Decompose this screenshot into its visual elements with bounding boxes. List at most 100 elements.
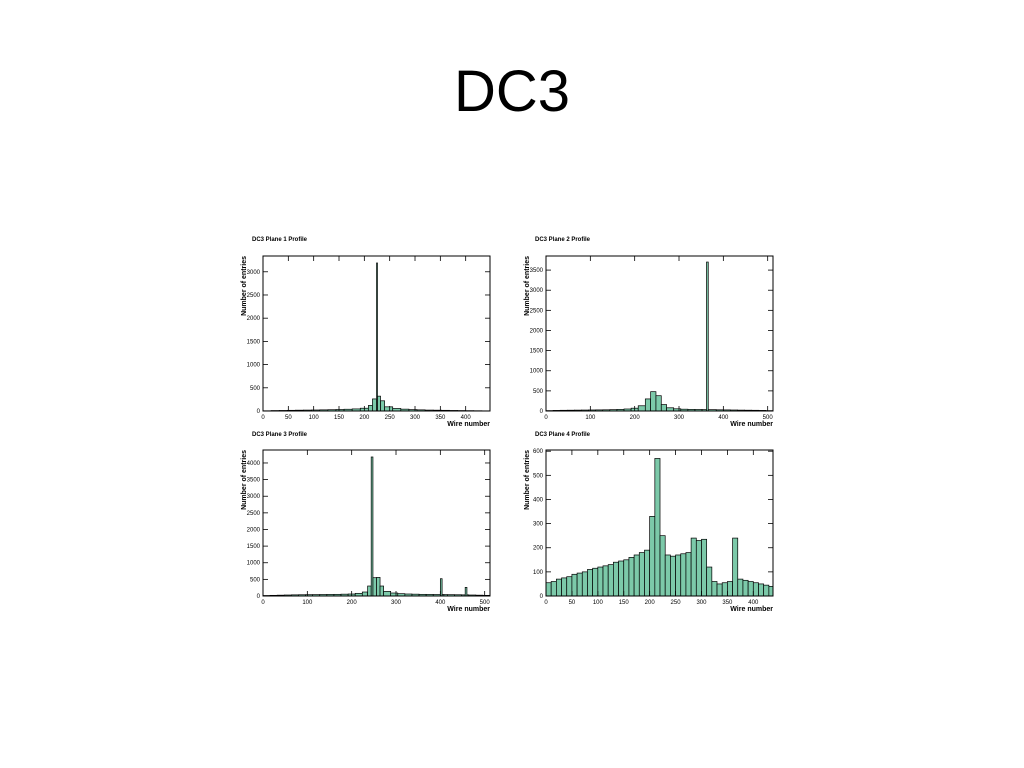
histogram-bar xyxy=(592,567,599,597)
histogram-bar xyxy=(587,569,593,597)
y-tick-label: 1000 xyxy=(247,363,261,369)
x-tick-label: 100 xyxy=(302,600,313,606)
histogram-bar xyxy=(685,552,692,597)
histogram-bar xyxy=(706,261,709,412)
histogram-bar xyxy=(361,591,368,597)
histogram-bar xyxy=(638,552,645,597)
x-axis-label: Wire number xyxy=(447,421,490,428)
y-tick-label: 1000 xyxy=(530,369,544,375)
histogram-bar xyxy=(768,585,774,597)
histogram-bar xyxy=(597,566,604,597)
chart-panel: DC3 Plane 2 Profile 0 100 200 300 400 500 0 500 1… xyxy=(524,237,774,428)
x-tick-label: 150 xyxy=(334,415,345,421)
histogram-bar xyxy=(655,395,662,412)
histogram-bar xyxy=(701,538,708,597)
histogram-bar xyxy=(660,404,667,412)
x-tick-label: 300 xyxy=(696,600,707,606)
histogram-bar xyxy=(727,581,733,597)
histogram-bar xyxy=(581,571,588,597)
x-axis-label: Wire number xyxy=(730,606,773,613)
histogram-bar xyxy=(664,554,671,597)
histogram-bar xyxy=(545,582,552,597)
y-tick-label: 0 xyxy=(257,409,261,415)
chart-title: DC3 Plane 2 Profile xyxy=(535,237,591,243)
histogram-bar xyxy=(607,564,614,597)
x-tick-label: 350 xyxy=(435,415,446,421)
plot-frame xyxy=(545,255,774,412)
x-tick-label: 250 xyxy=(385,415,396,421)
x-tick-label: 400 xyxy=(718,415,729,421)
y-tick-label: 500 xyxy=(533,389,544,395)
histogram-bar xyxy=(742,579,749,597)
y-axis-label: Number of entries xyxy=(524,450,531,510)
y-tick-label: 2000 xyxy=(530,328,544,334)
x-tick-label: 150 xyxy=(619,600,630,606)
x-tick-label: 400 xyxy=(435,600,446,606)
plot-frame xyxy=(545,449,774,597)
histogram-bar xyxy=(561,577,568,597)
histogram-bar xyxy=(571,573,578,597)
histogram-bar xyxy=(695,540,702,597)
y-tick-label: 3500 xyxy=(247,478,261,484)
x-tick-label: 50 xyxy=(285,415,292,421)
x-tick-label: 200 xyxy=(347,600,358,606)
y-tick-label: 1000 xyxy=(247,561,261,567)
x-tick-label: 500 xyxy=(480,600,491,606)
y-tick-label: 500 xyxy=(250,577,261,583)
histogram-bar xyxy=(706,566,713,597)
y-tick-label: 2500 xyxy=(530,308,544,314)
x-tick-label: 350 xyxy=(722,600,733,606)
chart-panel: DC3 Plane 1 Profile 0 50 100 150 200 250 300 350… xyxy=(241,237,491,428)
x-tick-label: 250 xyxy=(671,600,682,606)
histogram-bar xyxy=(379,585,384,597)
histogram-bar xyxy=(711,581,718,597)
histogram-bar xyxy=(670,555,676,597)
x-tick-label: 100 xyxy=(593,600,604,606)
histogram-bar xyxy=(644,398,651,412)
chart-panel: DC3 Plane 3 Profile 0 100 200 300 400 500 0 500 1… xyxy=(241,432,491,613)
y-tick-label: 2500 xyxy=(247,293,261,299)
histogram-bar xyxy=(602,565,609,597)
histogram-bar xyxy=(659,535,666,597)
histogram-bar xyxy=(367,585,372,597)
histogram-bar xyxy=(372,577,377,597)
histogram-bar xyxy=(368,405,373,412)
histogram-bar xyxy=(747,581,754,597)
histogram-bar xyxy=(383,590,392,597)
histogram-bar xyxy=(384,406,394,412)
x-tick-label: 500 xyxy=(763,415,774,421)
y-tick-label: 100 xyxy=(533,570,544,576)
histogram-bar xyxy=(649,516,656,597)
y-tick-label: 0 xyxy=(540,594,544,600)
y-tick-label: 2000 xyxy=(247,527,261,533)
histogram-bar xyxy=(763,584,770,597)
y-tick-label: 300 xyxy=(533,522,544,528)
x-tick-label: 100 xyxy=(309,415,320,421)
chart-title: DC3 Plane 4 Profile xyxy=(535,432,591,438)
x-tick-label: 0 xyxy=(261,600,265,606)
y-axis-label: Number of entries xyxy=(241,450,248,510)
histogram-bar xyxy=(690,537,697,597)
histogram-bar xyxy=(721,582,728,597)
histogram-bar xyxy=(732,537,739,597)
histogram-bar xyxy=(370,456,374,597)
y-tick-label: 500 xyxy=(250,386,261,392)
y-tick-label: 3000 xyxy=(530,288,544,294)
plot-frame xyxy=(262,255,491,412)
y-tick-label: 500 xyxy=(533,473,544,479)
histogram-bar xyxy=(380,400,385,412)
x-tick-label: 100 xyxy=(585,415,596,421)
chart-title: DC3 Plane 3 Profile xyxy=(252,432,308,438)
histogram-bar xyxy=(372,398,377,412)
histogram-bar xyxy=(576,572,583,597)
y-tick-label: 3500 xyxy=(530,268,544,274)
x-tick-label: 200 xyxy=(359,415,370,421)
x-tick-label: 50 xyxy=(569,600,576,606)
y-tick-label: 0 xyxy=(540,409,544,415)
histogram-bar xyxy=(623,559,630,597)
y-tick-label: 1500 xyxy=(247,544,261,550)
histogram-bar xyxy=(752,582,759,597)
histogram-bar xyxy=(628,557,635,597)
